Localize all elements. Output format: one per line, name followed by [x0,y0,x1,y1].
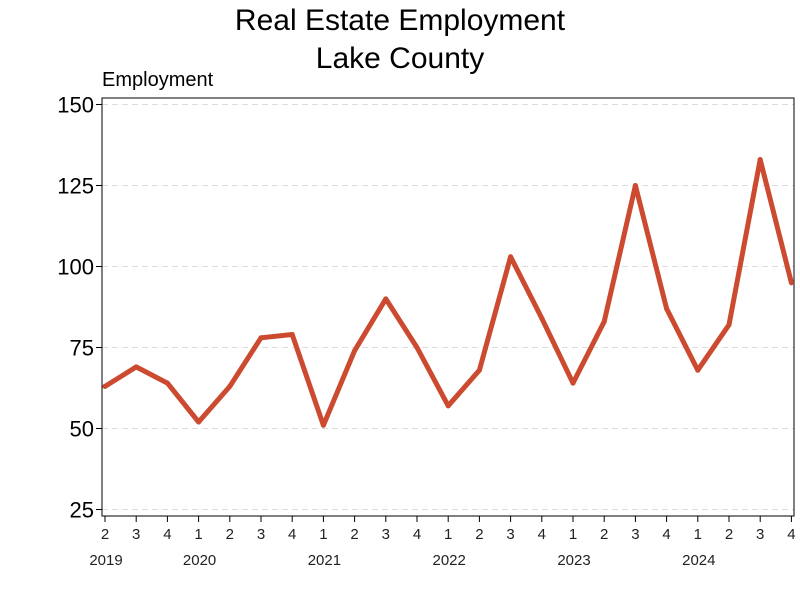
x-tick-label: 3 [756,526,764,543]
x-tick-label: 1 [444,526,452,543]
x-tick-label: 3 [631,526,639,543]
chart-subtitle: Lake County [316,42,484,75]
x-tick-label: 2 [725,526,733,543]
data-point [164,380,170,386]
data-point [726,322,732,328]
data-point [788,280,794,286]
data-point [695,367,701,373]
x-tick-label: 1 [319,526,327,543]
data-point [757,157,763,163]
y-tick-label: 150 [57,92,94,117]
x-tick-label: 4 [163,526,171,543]
data-point [508,254,514,260]
x-tick-label: 3 [382,526,390,543]
data-point [601,319,607,325]
data-point [664,306,670,312]
data-point [352,348,358,354]
year-label: 2021 [308,552,341,569]
x-tick-label: 2 [600,526,608,543]
x-tick-label: 1 [194,526,202,543]
data-point [196,419,202,425]
data-point [414,345,420,351]
x-tick-label: 2 [226,526,234,543]
x-tick-label: 3 [257,526,265,543]
data-point [289,332,295,338]
data-point [258,335,264,341]
series-line [102,157,794,428]
y-axis: 25 50 75 100 125 150 [57,92,102,523]
y-tick-label: 50 [70,417,94,442]
year-label: 2024 [682,552,715,569]
y-tick-label: 100 [57,254,94,279]
x-tick-label: 3 [132,526,140,543]
x-axis: 2 3 4 1 2 3 4 1 2 3 4 1 2 3 4 1 2 3 4 1 2 3 4 [101,516,796,543]
y-tick-label: 125 [57,173,94,198]
data-point [476,367,482,373]
x-tick-label: 2 [101,526,109,543]
plot-frame [101,97,795,517]
data-point [102,383,108,389]
x-tick-label: 3 [506,526,514,543]
y-axis-label: Employment [102,69,214,91]
x-tick-label: 4 [538,526,546,543]
data-point [383,296,389,302]
x-tick-label: 2 [350,526,358,543]
year-axis: 2019 2020 2021 2022 2023 2024 [89,552,715,569]
data-point [570,380,576,386]
data-point [227,383,233,389]
year-label: 2020 [183,552,216,569]
series-group [102,157,794,428]
data-point [320,422,326,428]
data-point [539,315,545,321]
data-point [445,403,451,409]
x-tick-label: 2 [475,526,483,543]
year-label: 2022 [433,552,466,569]
x-tick-label: 1 [569,526,577,543]
x-tick-label: 1 [694,526,702,543]
y-tick-label: 25 [70,498,94,523]
year-label: 2019 [89,552,122,569]
data-point [632,182,638,188]
data-point [133,364,139,370]
gridlines [102,103,794,511]
chart-title: Real Estate Employment [235,4,566,37]
year-label: 2023 [557,552,590,569]
x-tick-label: 4 [787,526,795,543]
y-tick-label: 75 [70,336,94,361]
x-tick-label: 4 [413,526,421,543]
x-tick-label: 4 [662,526,670,543]
x-tick-label: 4 [288,526,296,543]
